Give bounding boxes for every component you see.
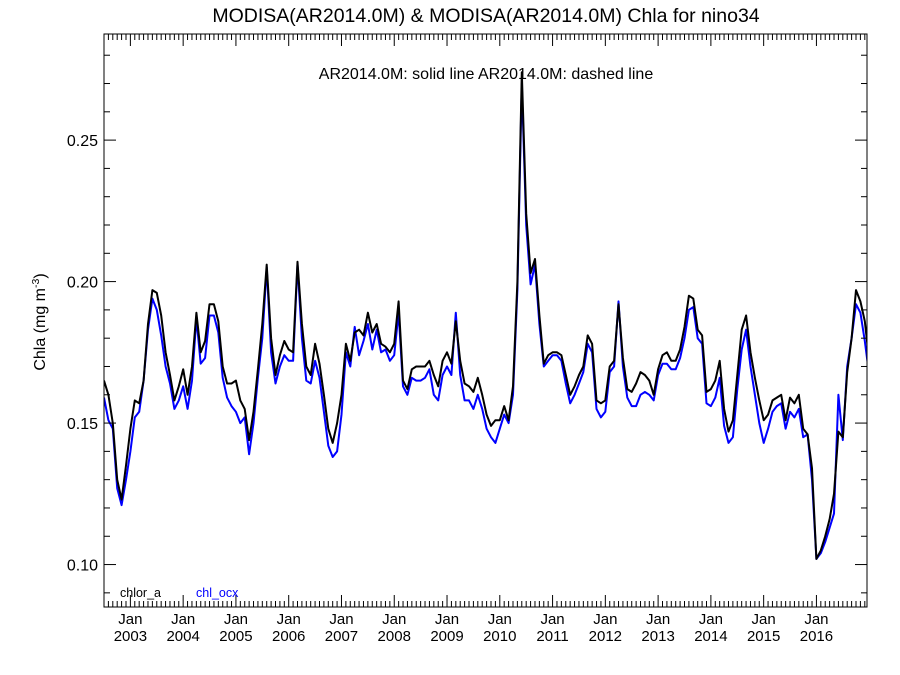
y-tick-label: 0.10 bbox=[67, 558, 98, 575]
series-line-chlor-a bbox=[104, 71, 867, 560]
y-axis-label-superscript: -3 bbox=[30, 278, 42, 287]
chart-title: MODISA(AR2014.0M) & MODISA(AR2014.0M) Ch… bbox=[212, 5, 759, 27]
x-tick-year-label: 2012 bbox=[589, 628, 622, 645]
y-axis-label: Chla (mg m-3) bbox=[30, 273, 49, 370]
x-tick-year-label: 2014 bbox=[694, 628, 727, 645]
x-tick-month-label: Jan bbox=[540, 611, 564, 628]
x-tick-year-label: 2003 bbox=[114, 628, 147, 645]
x-tick-month-label: Jan bbox=[382, 611, 406, 628]
y-axis: 0.10 0.15 0.20 0.25 bbox=[67, 54, 867, 594]
x-tick-year-label: 2008 bbox=[378, 628, 411, 645]
x-tick-year-label: 2015 bbox=[747, 628, 780, 645]
x-tick-month-label: Jan bbox=[699, 611, 723, 628]
x-tick-month-label: Jan bbox=[277, 611, 301, 628]
x-tick-year-label: 2011 bbox=[536, 628, 568, 645]
x-tick-month-label: Jan bbox=[804, 611, 828, 628]
x-tick-month-label: Jan bbox=[224, 611, 248, 628]
x-tick-year-label: 2006 bbox=[272, 628, 305, 645]
y-tick-label: 0.20 bbox=[67, 275, 98, 292]
x-tick-year-label: 2013 bbox=[641, 628, 674, 645]
series-line-chl-ocx bbox=[104, 82, 867, 560]
x-tick-month-label: Jan bbox=[593, 611, 617, 628]
x-tick-month-label: Jan bbox=[329, 611, 353, 628]
x-tick-year-label: 2016 bbox=[800, 628, 833, 645]
x-tick-year-label: 2007 bbox=[325, 628, 358, 645]
x-tick-year-label: 2009 bbox=[430, 628, 463, 645]
legend-chl-ocx: chl_ocx bbox=[196, 586, 239, 600]
x-tick-month-label: Jan bbox=[488, 611, 512, 628]
y-tick-label: 0.25 bbox=[67, 133, 98, 150]
y-tick-label: 0.15 bbox=[67, 416, 98, 433]
legend-chlor-a: chlor_a bbox=[120, 586, 161, 600]
x-tick-month-label: Jan bbox=[118, 611, 142, 628]
y-axis-label-close: ) bbox=[32, 273, 49, 278]
chart-subtitle: AR2014.0M: solid line AR2014.0M: dashed … bbox=[319, 66, 654, 83]
plot-frame bbox=[103, 33, 868, 608]
x-tick-year-label: 2005 bbox=[219, 628, 252, 645]
x-tick-month-label: Jan bbox=[171, 611, 195, 628]
x-tick-year-label: 2004 bbox=[166, 628, 199, 645]
series-layer bbox=[104, 71, 867, 560]
x-tick-month-label: Jan bbox=[752, 611, 776, 628]
x-tick-month-label: Jan bbox=[435, 611, 459, 628]
x-tick-year-label: 2010 bbox=[483, 628, 516, 645]
y-axis-label-main: Chla (mg m bbox=[32, 288, 49, 371]
x-axis: Jan2003Jan2004Jan2005Jan2006Jan2007Jan20… bbox=[103, 34, 866, 645]
x-tick-month-label: Jan bbox=[646, 611, 670, 628]
